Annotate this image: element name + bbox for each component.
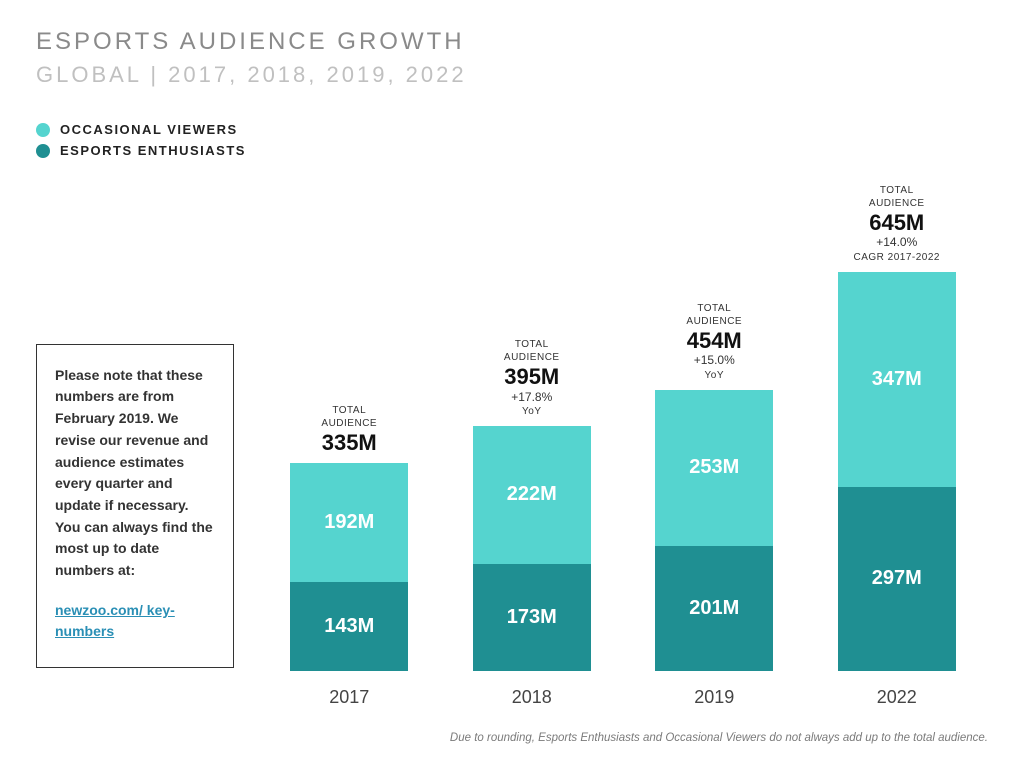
stacked-bar-chart: TOTALAUDIENCE335M192M143M2017TOTALAUDIEN… [258, 168, 988, 708]
segment-occasional: 253M [655, 390, 773, 547]
bar-top-labels: TOTALAUDIENCE645M+14.0%CAGR 2017-2022 [854, 184, 941, 264]
total-audience-caption: AUDIENCE [686, 315, 742, 328]
x-axis-label: 2019 [694, 687, 734, 708]
bar-top-labels: TOTALAUDIENCE454M+15.0%YoY [686, 302, 742, 382]
segment-enthusiasts: 143M [290, 582, 408, 671]
growth-value: +15.0% [686, 353, 742, 369]
growth-value: +17.8% [504, 390, 560, 406]
segment-enthusiasts: 297M [838, 487, 956, 671]
legend-item-occasional: OCCASIONAL VIEWERS [36, 122, 988, 137]
legend-item-enthusiasts: ESPORTS ENTHUSIASTS [36, 143, 988, 158]
total-audience-caption: TOTAL [504, 338, 560, 351]
legend: OCCASIONAL VIEWERS ESPORTS ENTHUSIASTS [36, 122, 988, 158]
total-audience-caption: TOTAL [321, 404, 377, 417]
bar-stack: 347M297M [838, 272, 956, 671]
note-text: Please note that these numbers are from … [55, 367, 213, 578]
total-audience-caption: TOTAL [686, 302, 742, 315]
legend-label: ESPORTS ENTHUSIASTS [60, 143, 246, 158]
segment-occasional: 347M [838, 272, 956, 487]
bar-stack: 253M201M [655, 390, 773, 671]
note-box: Please note that these numbers are from … [36, 344, 234, 668]
growth-note: YoY [686, 369, 742, 382]
total-value: 645M [854, 210, 941, 235]
x-axis-label: 2017 [329, 687, 369, 708]
bar-group: TOTALAUDIENCE454M+15.0%YoY 253M201M 2019 [639, 302, 789, 708]
bar-group: TOTALAUDIENCE335M 192M143M 2017 [274, 404, 424, 708]
growth-note: CAGR 2017-2022 [854, 251, 941, 264]
total-audience-caption: AUDIENCE [321, 417, 377, 430]
chart-title: ESPORTS AUDIENCE GROWTH [36, 28, 988, 56]
note-link[interactable]: newzoo.com/ key-numbers [55, 600, 215, 643]
legend-dot-icon [36, 123, 50, 137]
total-value: 395M [504, 364, 560, 389]
bar-stack: 222M173M [473, 426, 591, 671]
x-axis-label: 2022 [877, 687, 917, 708]
bar-top-labels: TOTALAUDIENCE395M+17.8%YoY [504, 338, 560, 418]
total-value: 335M [321, 430, 377, 455]
bar-group: TOTALAUDIENCE395M+17.8%YoY 222M173M 2018 [457, 338, 607, 708]
segment-occasional: 222M [473, 426, 591, 564]
growth-value: +14.0% [854, 235, 941, 251]
growth-note: YoY [504, 405, 560, 418]
legend-dot-icon [36, 144, 50, 158]
bar-group: TOTALAUDIENCE645M+14.0%CAGR 2017-2022347… [822, 184, 972, 708]
segment-occasional: 192M [290, 463, 408, 582]
x-axis-label: 2018 [512, 687, 552, 708]
bar-top-labels: TOTALAUDIENCE335M [321, 404, 377, 455]
segment-enthusiasts: 173M [473, 564, 591, 671]
chart-subtitle: GLOBAL | 2017, 2018, 2019, 2022 [36, 62, 988, 88]
bar-stack: 192M143M [290, 463, 408, 671]
total-value: 454M [686, 328, 742, 353]
legend-label: OCCASIONAL VIEWERS [60, 122, 238, 137]
segment-enthusiasts: 201M [655, 546, 773, 671]
footnote: Due to rounding, Esports Enthusiasts and… [450, 732, 988, 744]
total-audience-caption: TOTAL [854, 184, 941, 197]
total-audience-caption: AUDIENCE [854, 197, 941, 210]
total-audience-caption: AUDIENCE [504, 351, 560, 364]
